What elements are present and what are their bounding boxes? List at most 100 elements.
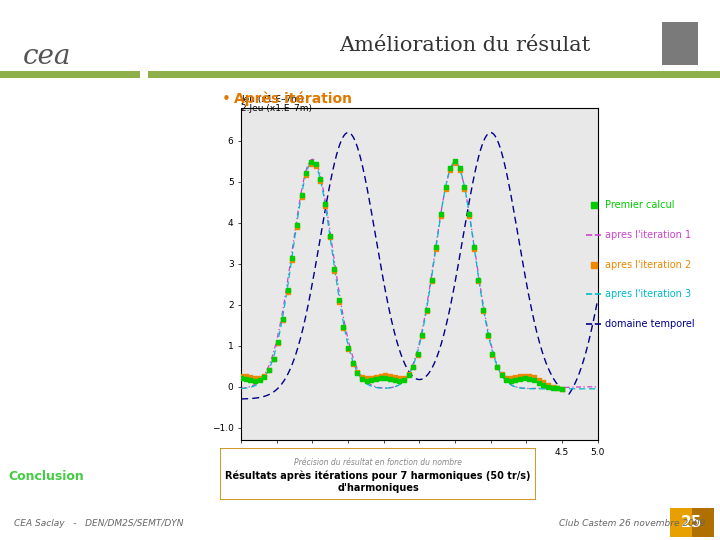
domaine temporel [583, 344, 592, 350]
Bar [692, 508, 714, 537]
apres l'iteration 2 [547, 383, 559, 391]
Premier calcul [454, 164, 465, 172]
Premier calcul [421, 306, 433, 314]
apres l'iteration 3 [237, 386, 246, 392]
apres l'iteration 2 [472, 277, 484, 286]
Premier calcul [235, 374, 247, 383]
Premier calcul [491, 363, 503, 372]
Premier calcul [254, 376, 266, 384]
Text: Partie I: Partie I [9, 114, 48, 124]
Premier calcul [287, 254, 298, 262]
apres l'iteration 2 [445, 166, 456, 174]
Premier calcul [417, 330, 428, 339]
apres l'iteration 3 [410, 358, 419, 365]
apres l'iteration 2 [375, 371, 387, 380]
Premier calcul [333, 296, 345, 305]
apres l'iteration 1 [308, 156, 317, 163]
apres l'iteration 1 [525, 385, 534, 392]
Text: Après itération: Après itération [234, 92, 352, 106]
apres l'iteration 2 [328, 266, 340, 275]
Text: Résultats après itérations pour 7 harmoniques (50 tr/s)
d'harmoniques: Résultats après itérations pour 7 harmon… [225, 470, 531, 493]
apres l'iteration 1 [593, 383, 602, 390]
apres l'iteration 2 [324, 233, 336, 242]
X-axis label: Temps(x1.E–2s): Temps(x1.E–2s) [379, 462, 460, 472]
Premier calcul [542, 382, 554, 391]
apres l'iteration 2 [557, 385, 568, 394]
Premier calcul [552, 384, 563, 393]
apres l'iteration 2 [305, 160, 317, 168]
Premier calcul [351, 369, 363, 377]
Text: Club Castem 26 novembre 2009: Club Castem 26 novembre 2009 [559, 519, 706, 529]
apres l'iteration 3 [583, 386, 592, 392]
Text: 3- Premiers résulats: 3- Premiers résulats [9, 308, 107, 319]
Line: apres l'iteration 3: apres l'iteration 3 [241, 162, 598, 389]
apres l'iteration 2 [240, 372, 251, 380]
Premier calcul [487, 350, 498, 359]
Premier calcul [319, 200, 330, 208]
Premier calcul [258, 373, 270, 381]
apres l'iteration 2 [394, 374, 405, 383]
apres l'iteration 3 [308, 159, 317, 165]
domaine temporel [593, 297, 602, 303]
Text: Amélioration du résulat: Amélioration du résulat [340, 36, 590, 56]
Bar [0, 71, 140, 78]
apres l'iteration 2 [505, 374, 516, 383]
apres l'iteration 2 [528, 373, 540, 382]
apres l'iteration 2 [273, 339, 284, 347]
apres l'iteration 2 [491, 363, 503, 372]
Premier calcul [445, 164, 456, 172]
apres l'iteration 1 [255, 377, 264, 384]
Text: Partie II: Partie II [9, 135, 50, 145]
apres l'iteration 2 [249, 374, 261, 382]
Premier calcul [291, 220, 302, 229]
Bar [670, 508, 692, 537]
apres l'iteration 1 [237, 385, 246, 392]
apres l'iteration 2 [282, 287, 294, 296]
apres l'iteration 2 [379, 371, 391, 380]
Premier calcul [402, 371, 414, 380]
Premier calcul [389, 376, 400, 384]
apres l'iteration 2 [487, 350, 498, 359]
apres l'iteration 2 [264, 366, 275, 374]
Premier calcul [384, 375, 396, 383]
Text: •: • [222, 92, 230, 107]
Premier calcul [463, 210, 474, 219]
apres l'iteration 2 [538, 378, 549, 387]
Point [589, 260, 600, 269]
apres l'iteration 2 [370, 372, 382, 381]
Text: Jeu (x1.E–7m): Jeu (x1.E–7m) [241, 94, 304, 104]
apres l'iteration 2 [514, 372, 526, 381]
apres l'iteration 2 [482, 332, 493, 340]
Premier calcul [528, 376, 540, 384]
Point [589, 201, 600, 210]
Premier calcul [282, 286, 294, 295]
Text: Précision du résultat en fonction du nombre: Précision du résultat en fonction du nom… [294, 458, 462, 467]
apres l'iteration 2 [258, 372, 270, 380]
Premier calcul [361, 376, 372, 385]
Premier calcul [338, 323, 349, 332]
apres l'iteration 2 [361, 374, 372, 383]
Premier calcul [477, 306, 489, 314]
apres l'iteration 2 [366, 374, 377, 382]
apres l'iteration 1 [410, 356, 419, 363]
Premier calcul [375, 374, 387, 383]
Text: ▪ Correction des efforts
entre deux itérations: ▪ Correction des efforts entre deux itér… [22, 413, 137, 435]
apres l'iteration 2 [333, 298, 345, 306]
apres l'iteration 2 [291, 222, 302, 231]
apres l'iteration 2 [389, 373, 400, 382]
Premier calcul [468, 242, 480, 251]
Premier calcul [514, 375, 526, 383]
Premier calcul [240, 374, 251, 383]
Premier calcul [300, 168, 312, 177]
apres l'iteration 2 [398, 374, 410, 382]
Line: apres l'iteration 1: apres l'iteration 1 [241, 159, 598, 388]
apres l'iteration 3 [255, 380, 264, 386]
Text: Introduction: Introduction [9, 94, 76, 104]
apres l'iteration 2 [552, 384, 563, 393]
apres l'iteration 2 [268, 355, 279, 363]
apres l'iteration 2 [436, 212, 447, 220]
Text: apres l'iteration 2: apres l'iteration 2 [605, 260, 691, 269]
Text: Premier calcul: Premier calcul [605, 200, 675, 210]
apres l'iteration 2 [408, 363, 419, 372]
Premier calcul [315, 175, 326, 184]
